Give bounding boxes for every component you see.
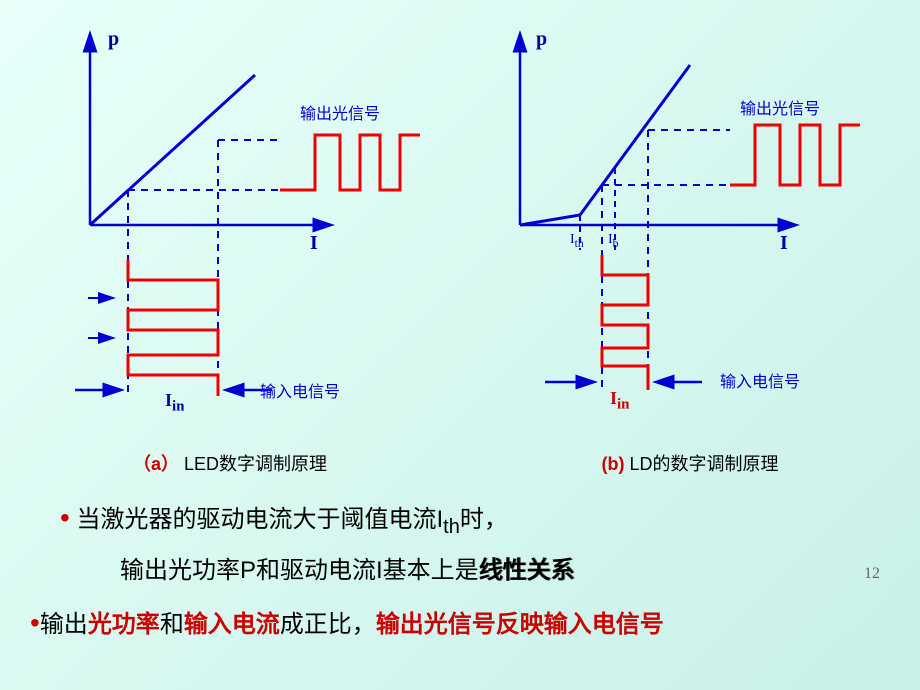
bullet-icon: •: [30, 607, 40, 638]
line1: • 当激光器的驱动电流大于阈值电流Ith时，: [60, 490, 870, 547]
output-signal-label: 输出光信号: [300, 100, 380, 124]
slide-number: 12: [864, 558, 880, 590]
line3: •输出光功率和输入电流成正比，输出光信号反映输入电信号: [30, 595, 870, 651]
caption-b: (b) LD的数字调制原理: [480, 450, 900, 476]
input-signal-label: 输入电信号: [260, 378, 340, 402]
output-signal-label-b: 输出光信号: [740, 95, 820, 119]
ib-label: Ib: [608, 232, 619, 250]
iin-label: Iin: [165, 390, 185, 416]
y-axis-label: p: [108, 28, 119, 51]
bullet-icon: •: [60, 502, 70, 533]
ith-label: Ith: [570, 232, 584, 250]
caption-a: （a） LED数字调制原理: [20, 450, 440, 476]
input-signal-label-b: 输入电信号: [720, 368, 800, 392]
x-axis-label-b: I: [780, 232, 788, 255]
diagram-led-svg: [20, 20, 440, 420]
body-text: • 当激光器的驱动电流大于阈值电流Ith时， 输出光功率P和驱动电流I基本上是线…: [0, 480, 920, 651]
iin-label-b: Iin: [610, 388, 630, 414]
diagram-led: p I 输出光信号 输入电信号 Iin （a） LED数字调制原理: [20, 20, 440, 420]
y-axis-label-b: p: [536, 28, 547, 51]
line2: 输出光功率P和驱动电流I基本上是线性关系 12: [60, 547, 870, 595]
diagram-ld-svg: [480, 20, 900, 420]
x-axis-label: I: [310, 232, 318, 255]
diagram-ld: p I Ith Ib 输出光信号 输入电信号 Iin (b) LD的数字调制原理: [480, 20, 900, 420]
